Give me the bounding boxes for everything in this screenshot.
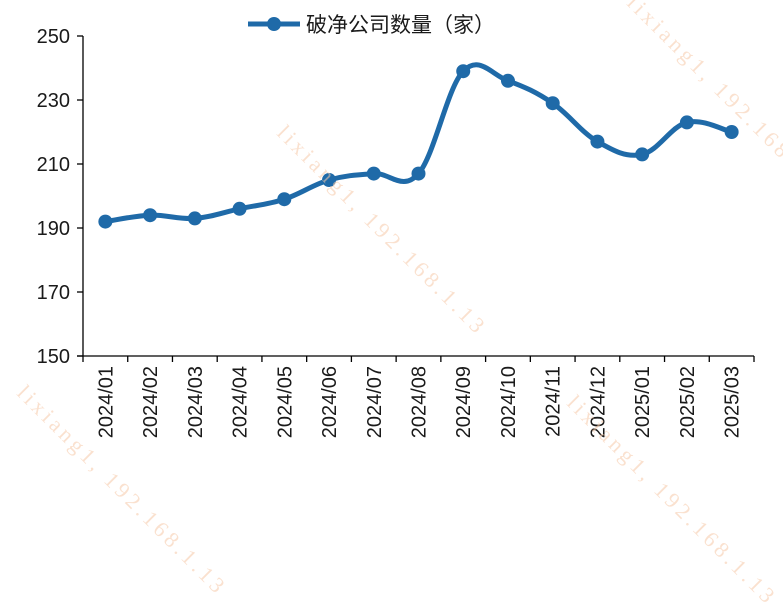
x-tick-label: 2025/03 bbox=[722, 366, 744, 438]
x-tick-label: 2025/01 bbox=[632, 366, 654, 438]
x-tick-label: 2024/11 bbox=[543, 366, 565, 437]
data-point-marker bbox=[143, 208, 158, 223]
y-tick-label: 170 bbox=[37, 282, 70, 304]
y-axis: 150 170 190 210 230 250 bbox=[37, 26, 84, 368]
x-tick-label: 2025/02 bbox=[677, 366, 699, 438]
x-tick-label: 2024/08 bbox=[409, 366, 431, 438]
data-point-marker bbox=[411, 166, 426, 181]
data-point-marker bbox=[366, 166, 381, 181]
data-point-marker bbox=[590, 134, 605, 149]
x-tick-label: 2024/09 bbox=[453, 366, 475, 438]
data-point-marker bbox=[724, 125, 739, 139]
x-tick-label: 2024/12 bbox=[587, 366, 609, 438]
x-axis: 2024/01 2024/02 2024/03 2024/04 2024/05 2024/… bbox=[77, 355, 755, 438]
data-point-marker bbox=[635, 147, 650, 162]
x-tick-label: 2024/02 bbox=[140, 366, 162, 438]
x-tick-label: 2024/03 bbox=[185, 366, 207, 438]
x-tick-label: 2024/01 bbox=[95, 366, 117, 438]
data-point-marker bbox=[277, 192, 292, 207]
legend: 破净公司数量（家） bbox=[248, 13, 495, 37]
x-tick-label: 2024/10 bbox=[498, 366, 520, 438]
y-tick-label: 250 bbox=[37, 26, 70, 48]
data-point-marker bbox=[187, 211, 202, 226]
data-point-marker bbox=[322, 173, 337, 187]
x-tick-label: 2024/07 bbox=[364, 366, 386, 438]
series-path bbox=[102, 62, 735, 225]
legend-marker-icon bbox=[267, 17, 281, 31]
y-tick-label: 150 bbox=[37, 346, 70, 368]
x-tick-label: 2024/05 bbox=[274, 366, 296, 438]
x-tick-label: 2024/06 bbox=[319, 366, 341, 438]
y-tick-label: 210 bbox=[37, 154, 70, 176]
data-point-marker bbox=[456, 64, 471, 79]
y-tick-label: 230 bbox=[37, 90, 70, 112]
y-tick-label: 190 bbox=[37, 218, 70, 240]
data-point-marker bbox=[500, 73, 515, 88]
data-point-marker bbox=[232, 201, 247, 216]
data-point-marker bbox=[679, 115, 694, 130]
data-point-marker bbox=[545, 96, 560, 111]
legend-label: 破净公司数量（家） bbox=[306, 13, 495, 37]
x-tick-label: 2024/04 bbox=[230, 366, 252, 438]
series-line bbox=[98, 62, 739, 229]
data-point-marker bbox=[98, 214, 113, 229]
